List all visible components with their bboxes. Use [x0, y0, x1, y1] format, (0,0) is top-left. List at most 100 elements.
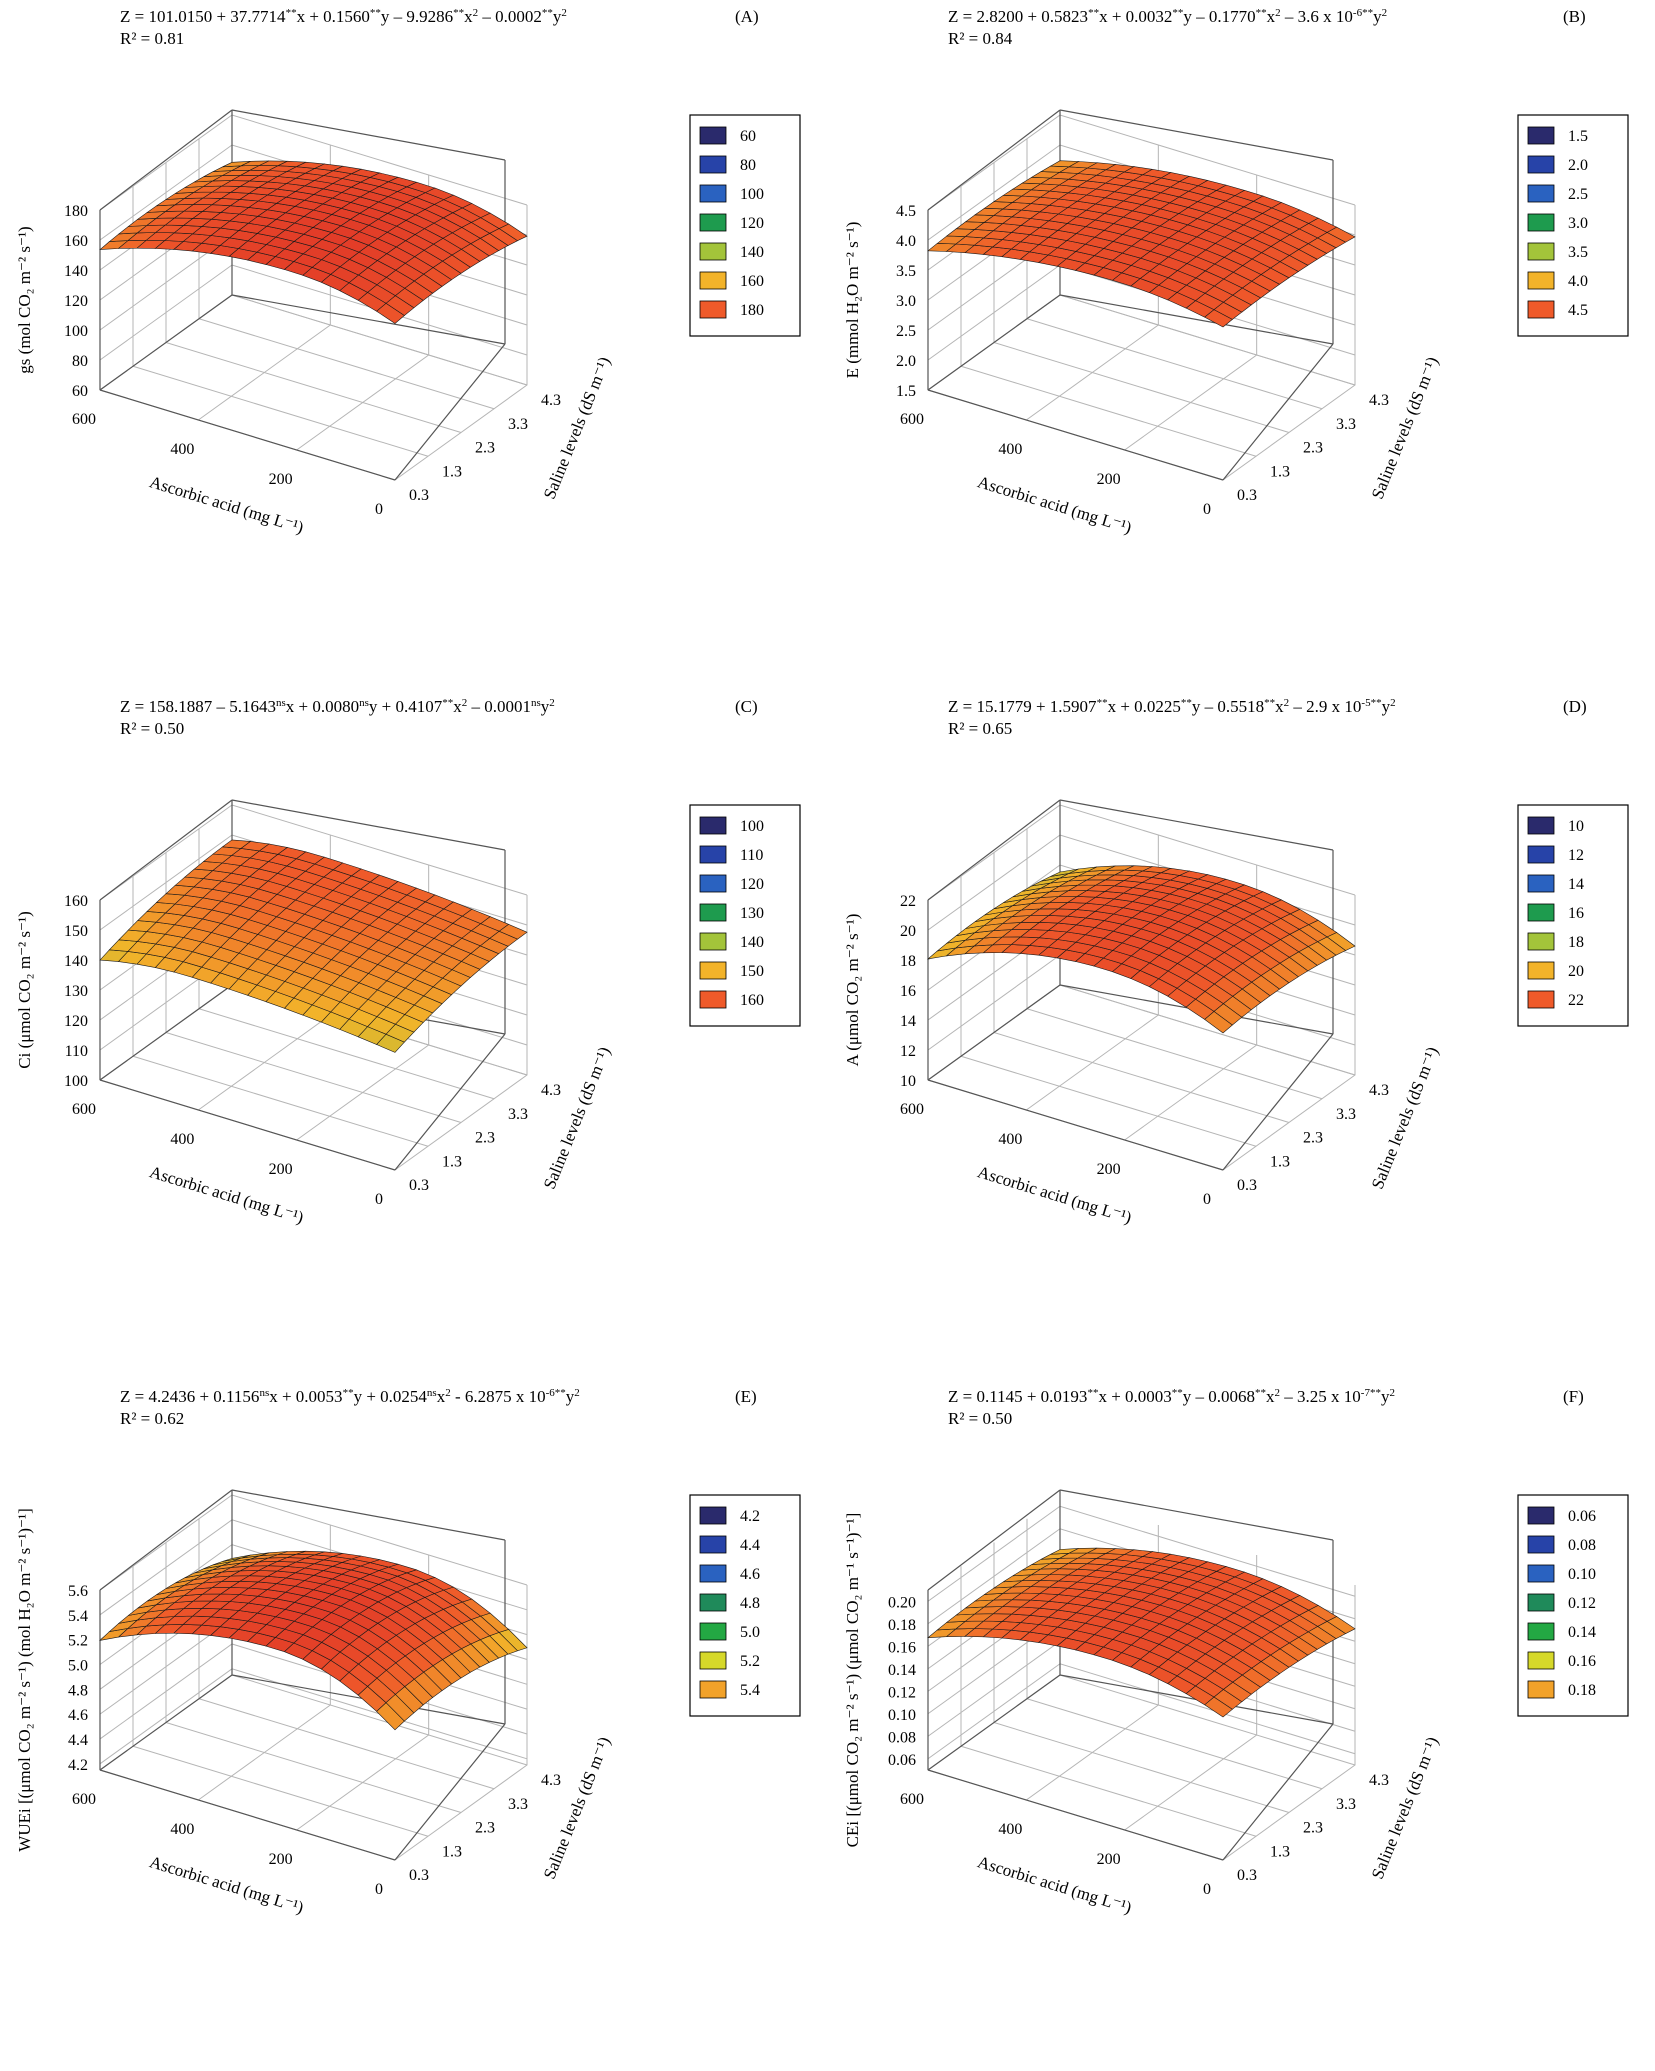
z-tick-label: 120 — [64, 1013, 88, 1030]
legend-label: 80 — [740, 157, 756, 174]
z-tick-label: 5.6 — [68, 1583, 88, 1600]
y-tick-label: 2.3 — [475, 1130, 495, 1147]
surface-cell — [1049, 160, 1080, 168]
surface — [99, 839, 528, 1053]
legend-swatch — [1527, 932, 1555, 951]
x-tick-label: 0 — [1203, 1881, 1211, 1898]
box-edge — [1222, 343, 1334, 481]
legend-swatch — [699, 1651, 727, 1670]
z-tick-label: 0.10 — [888, 1707, 916, 1724]
x-tick-label: 0 — [1203, 501, 1211, 518]
z-tick-label: 3.0 — [896, 293, 916, 310]
legend-label: 60 — [740, 128, 756, 145]
legend-swatch — [1527, 903, 1555, 922]
legend: 0.06 0.08 0.10 0.12 0.14 0.16 0.18 — [1517, 1494, 1629, 1717]
z-tick-label: 3.5 — [896, 263, 916, 280]
chart-F-svg: Z = 0.1145 + 0.0193**x + 0.0003**y – 0.0… — [843, 1387, 1629, 1917]
surface — [927, 1547, 1356, 1718]
y-tick-label: 1.3 — [442, 1153, 462, 1170]
chart-E-svg: Z = 4.2436 + 0.1156nsx + 0.0053**y + 0.0… — [15, 1387, 801, 1917]
panel-letter: (A) — [735, 7, 759, 26]
z-tick-label: 140 — [64, 953, 88, 970]
x-tick-label: 200 — [269, 471, 293, 488]
y-tick-label: 1.3 — [1270, 1843, 1290, 1860]
y-tick-label: 4.3 — [541, 392, 561, 409]
x-tick-label: 0 — [375, 1191, 383, 1208]
z-tick-label: 0.06 — [888, 1752, 916, 1769]
y-tick-label: 4.3 — [541, 1772, 561, 1789]
legend-swatch — [699, 990, 727, 1009]
panel-e: Z = 4.2436 + 0.1156nsx + 0.0053**y + 0.0… — [0, 1380, 827, 2070]
legend-label: 20 — [1568, 963, 1584, 980]
chart-B-svg: Z = 2.8200 + 0.5823**x + 0.0032**y – 0.1… — [843, 7, 1629, 537]
box-edge — [99, 109, 233, 211]
legend-swatch — [699, 300, 727, 319]
legend-label: 0.10 — [1568, 1566, 1596, 1583]
legend-swatch — [699, 184, 727, 203]
box-edge — [99, 984, 233, 1081]
legend-label: 0.14 — [1568, 1624, 1596, 1641]
z-tick-label: 4.8 — [68, 1682, 88, 1699]
x-tick-label: 600 — [72, 1101, 96, 1118]
box-edge — [927, 389, 1224, 481]
legend-swatch — [699, 1535, 727, 1554]
surface — [99, 1550, 528, 1731]
box-edge — [231, 1489, 506, 1541]
legend-label: 150 — [740, 963, 764, 980]
panel-d: Z = 15.1779 + 1.5907**x + 0.0225**y – 0.… — [828, 690, 1655, 1380]
z-axis-label: gs (mol CO₂ m⁻² s⁻¹) — [15, 226, 34, 373]
surface-cell — [222, 1554, 251, 1562]
y-tick-label: 2.3 — [475, 440, 495, 457]
y-tick-label: 4.3 — [1369, 1082, 1389, 1099]
z-tick-label: 5.0 — [68, 1657, 88, 1674]
box-edge — [231, 109, 506, 161]
legend-swatch — [1527, 845, 1555, 864]
y-tick-label: 0.3 — [409, 1177, 429, 1194]
z-tick-label: 1.5 — [896, 383, 916, 400]
z-axis-label: Ci (μmol CO₂ m⁻² s⁻¹) — [15, 911, 34, 1068]
legend-label: 110 — [740, 847, 763, 864]
x-tick-label: 200 — [1097, 1161, 1121, 1178]
x-tick-label: 400 — [998, 1131, 1022, 1148]
y-tick-label: 1.3 — [1270, 1153, 1290, 1170]
x-tick-label: 200 — [1097, 471, 1121, 488]
z-tick-label: 4.5 — [896, 203, 916, 220]
legend-swatch — [699, 874, 727, 893]
legend-label: 3.0 — [1568, 215, 1588, 232]
y-tick-label: 0.3 — [1237, 1867, 1257, 1884]
z-tick-label: 14 — [900, 1013, 916, 1030]
z-tick-label: 20 — [900, 923, 916, 940]
x-tick-label: 600 — [900, 411, 924, 428]
box-edge — [1059, 109, 1334, 161]
r-squared: R² = 0.84 — [948, 29, 1013, 48]
y-tick-label: 3.3 — [508, 1796, 528, 1813]
r-squared: R² = 0.65 — [948, 719, 1012, 738]
y-tick-label: 3.3 — [508, 1106, 528, 1123]
legend-label: 4.8 — [740, 1595, 760, 1612]
z-tick-label: 180 — [64, 203, 88, 220]
legend-label: 4.5 — [1568, 302, 1588, 319]
y-tick-label: 2.3 — [1303, 1820, 1323, 1837]
y-tick-label: 0.3 — [1237, 487, 1257, 504]
x-tick-label: 600 — [900, 1791, 924, 1808]
legend-label: 12 — [1568, 847, 1584, 864]
z-tick-label: 4.2 — [68, 1757, 88, 1774]
y-axis-label: Saline levels (dS m⁻¹) — [1368, 1044, 1442, 1192]
legend: 10 12 14 16 18 20 22 — [1517, 804, 1629, 1027]
legend-swatch — [699, 961, 727, 980]
legend-swatch — [699, 903, 727, 922]
legend: 1.5 2.0 2.5 3.0 3.5 4.0 4.5 — [1517, 114, 1629, 337]
legend-swatch — [699, 213, 727, 232]
box-edge — [927, 294, 1061, 391]
legend-swatch — [1527, 1564, 1555, 1583]
box-edge — [927, 984, 1061, 1081]
legend-label: 5.0 — [740, 1624, 760, 1641]
equation: Z = 0.1145 + 0.0193**x + 0.0003**y – 0.0… — [948, 1387, 1395, 1406]
z-tick-label: 0.08 — [888, 1729, 916, 1746]
z-tick-label: 4.0 — [896, 233, 916, 250]
z-tick-label: 150 — [64, 923, 88, 940]
r-squared: R² = 0.81 — [120, 29, 184, 48]
box-edge — [1059, 294, 1334, 345]
y-tick-label: 1.3 — [442, 1843, 462, 1860]
z-tick-label: 12 — [900, 1043, 916, 1060]
